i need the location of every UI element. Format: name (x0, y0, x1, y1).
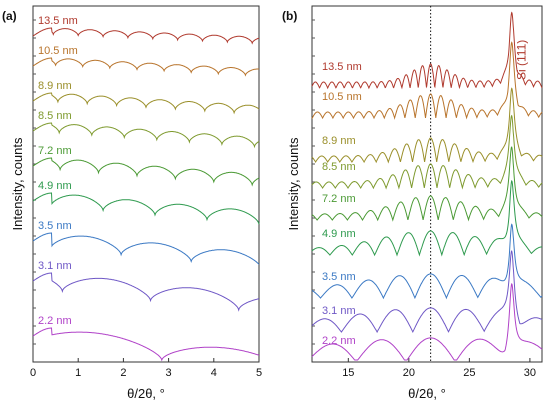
panel-a-x-axis-label: θ/2θ, ° (127, 386, 165, 401)
panel-a-series-label: 3.5 nm (38, 220, 72, 232)
panel-a-series-label: 8.5 nm (38, 110, 72, 122)
panel-b-curves (311, 11, 543, 361)
panel-b-x-axis-label: θ/2θ, ° (408, 386, 446, 401)
panel-a-x-tick-label: 2 (120, 367, 126, 379)
panel-b-series-label: 3.1 nm (322, 305, 356, 317)
panel-a-curve (32, 157, 260, 187)
panel-b-y-axis-label: Intensity, counts (286, 137, 301, 230)
panel-b-series-labels: 13.5 nm 10.5 nm 8.9 nm 8.5 nm 7.2 nm 4.9 nm 3.… (322, 61, 362, 347)
panel-b-x-tick-label: 25 (463, 367, 475, 379)
panel-a-x-tick-label: 0 (30, 367, 36, 379)
panel-a-x-tick-label: 3 (166, 367, 172, 379)
panel-b-series-label: 2.2 nm (322, 335, 356, 347)
si-111-annotation: Si (111) (515, 40, 529, 80)
panel-a-curve (32, 327, 260, 362)
panel-b-curve (311, 223, 543, 300)
panel-a-label: (a) (2, 9, 17, 23)
panel-b-series-label: 3.5 nm (322, 271, 356, 283)
panel-b-series-label: 8.5 nm (322, 161, 356, 173)
panel-a-series-label: 13.5 nm (38, 15, 78, 27)
panel-b-x-tick-label: 20 (403, 367, 415, 379)
panel-a-curve (32, 232, 260, 265)
panel-a-curve (32, 92, 260, 115)
panel-a-x-tick-label: 5 (256, 367, 262, 379)
panel-b-curve (311, 87, 543, 164)
panel-a-series-label: 7.2 nm (38, 145, 72, 157)
panel-b-series-label: 10.5 nm (322, 91, 362, 103)
panel-a-frame (32, 5, 260, 363)
panel-a-curve (32, 122, 260, 149)
panel-b-curve (311, 146, 543, 222)
panel-a-series-labels: 13.5 nm 10.5 nm 8.9 nm 8.5 nm 7.2 nm 4.9 nm 3.… (38, 15, 78, 327)
panel-b-curve (311, 283, 543, 361)
panel-b-x-tick-label: 15 (342, 367, 354, 379)
panel-b-x-tick-label: 30 (524, 367, 536, 379)
panel-a-series-label: 10.5 nm (38, 45, 78, 57)
panel-b-curve (311, 11, 543, 90)
panel-b-curve (311, 180, 542, 257)
panel-a-x-tick-label: 4 (211, 367, 217, 379)
panel-a-curves (32, 27, 260, 362)
panel-a-y-ticks (33, 19, 36, 345)
panel-a-curve (32, 272, 260, 312)
panel-b-x-ticks: 15 20 25 30 (342, 358, 536, 379)
panel-b-curve (311, 114, 543, 190)
panel-a-curve (32, 192, 260, 225)
panel-a-series-label: 3.1 nm (38, 260, 72, 272)
panel-b-label: (b) (282, 9, 297, 23)
panel-b-series-label: 13.5 nm (322, 61, 362, 73)
panel-a-series-label: 4.9 nm (38, 180, 72, 192)
panel-b-frame (311, 5, 543, 363)
panel-b-curve (311, 250, 543, 334)
panel-b-curve (311, 41, 543, 120)
panel-b-series-label: 7.2 nm (322, 193, 356, 205)
panel-a-series-label: 8.9 nm (38, 80, 72, 92)
panel-a-y-axis-label: Intensity, counts (10, 137, 25, 230)
panel-a-curve (32, 57, 259, 77)
panel-b-series-label: 8.9 nm (322, 135, 356, 147)
panel-a-x-tick-label: 1 (75, 367, 81, 379)
panel-a-x-ticks: 0 1 2 3 4 5 (30, 358, 262, 379)
panel-b-series-label: 4.9 nm (322, 228, 356, 240)
panel-a-series-label: 2.2 nm (38, 315, 72, 327)
panel-a-curve (32, 27, 260, 45)
